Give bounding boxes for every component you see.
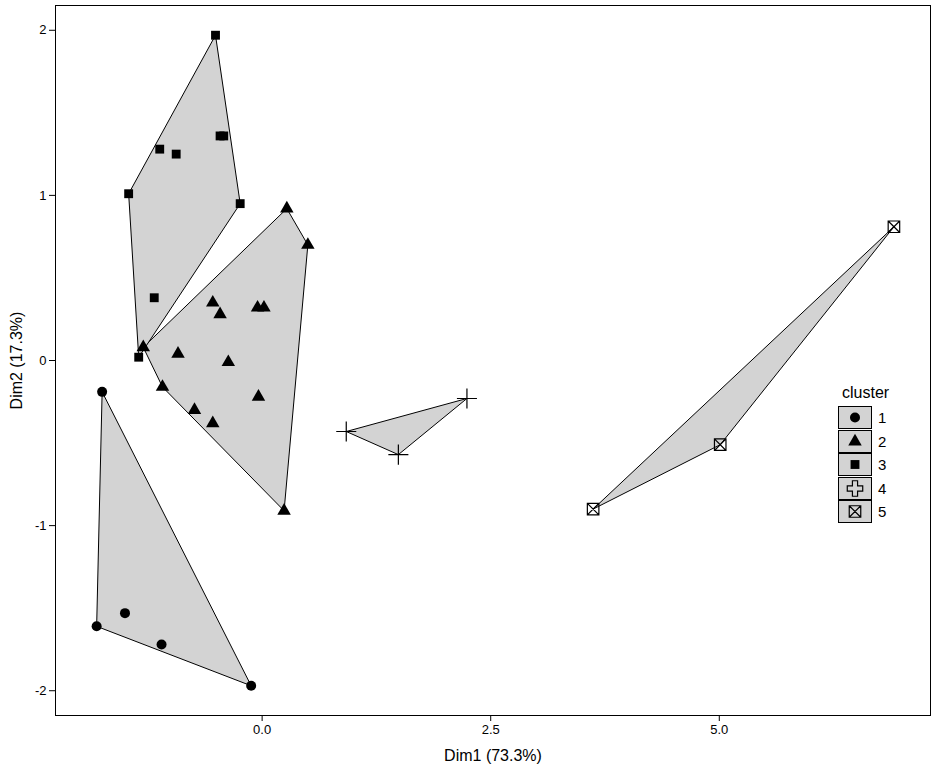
svg-text:2: 2 bbox=[39, 22, 46, 37]
html-text:1: 1 bbox=[878, 409, 887, 427]
html-text:2: 2 bbox=[878, 432, 887, 450]
svg-text:Dim2 (17.3%): Dim2 (17.3%) bbox=[8, 312, 25, 410]
html-text:4: 4 bbox=[878, 479, 887, 497]
svg-text:5.0: 5.0 bbox=[710, 722, 728, 737]
svg-text:1: 1 bbox=[39, 188, 46, 203]
svg-text:-1: -1 bbox=[35, 518, 47, 533]
svg-text:-2: -2 bbox=[35, 683, 47, 698]
svg-text:2.5: 2.5 bbox=[482, 722, 500, 737]
html-text:5: 5 bbox=[878, 503, 887, 521]
html-text:cluster: cluster bbox=[842, 384, 890, 401]
svg-text:Dim1 (73.3%): Dim1 (73.3%) bbox=[444, 747, 542, 764]
svg-text:0.0: 0.0 bbox=[253, 722, 271, 737]
html-text:3: 3 bbox=[878, 456, 887, 474]
svg-text:0: 0 bbox=[39, 353, 46, 368]
